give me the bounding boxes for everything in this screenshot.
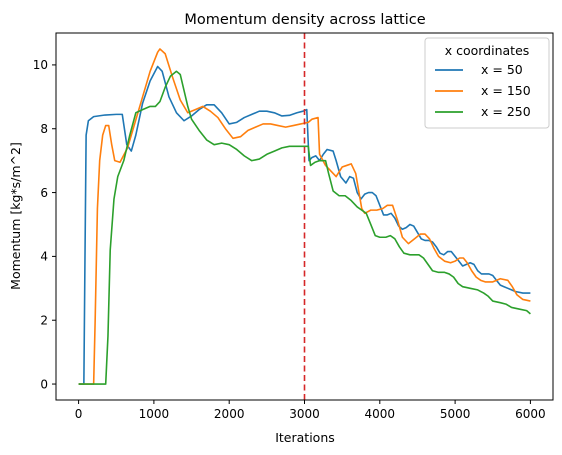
legend-box	[424, 37, 550, 129]
x-tick-label: 6000	[515, 407, 546, 421]
y-tick-label: 10	[33, 58, 48, 72]
legend-label-3: x = 250	[481, 104, 531, 119]
legend-title: x coordinates	[445, 43, 530, 58]
y-tick-label: 2	[40, 314, 48, 328]
y-tick-label: 0	[40, 377, 48, 391]
y-tick-label: 8	[40, 122, 48, 136]
x-axis-ticks: 0 1000 2000 3000 4000 5000 6000	[75, 400, 546, 421]
x-tick-label: 1000	[139, 407, 170, 421]
x-tick-label: 2000	[214, 407, 245, 421]
x-tick-label: 3000	[289, 407, 320, 421]
series-line-2	[78, 48, 531, 385]
x-tick-label: 5000	[440, 407, 471, 421]
series-line-1	[78, 65, 531, 385]
legend-label-1: x = 50	[481, 62, 523, 77]
x-axis-label: Iterations	[275, 430, 335, 445]
y-tick-label: 4	[40, 250, 48, 264]
series-line-3	[78, 70, 531, 385]
chart-title: Momentum density across lattice	[184, 12, 425, 28]
x-tick-label: 0	[75, 407, 83, 421]
y-tick-label: 6	[40, 186, 48, 200]
y-axis-label: Momentum [kg*s/m^2]	[8, 142, 23, 290]
legend-label-2: x = 150	[481, 83, 531, 98]
x-tick-label: 4000	[365, 407, 396, 421]
legend: x coordinates x = 50 x = 150 x = 250	[424, 37, 550, 129]
plot-series	[78, 48, 531, 385]
y-axis-ticks: 0 2 4 6 8 10	[33, 58, 56, 391]
